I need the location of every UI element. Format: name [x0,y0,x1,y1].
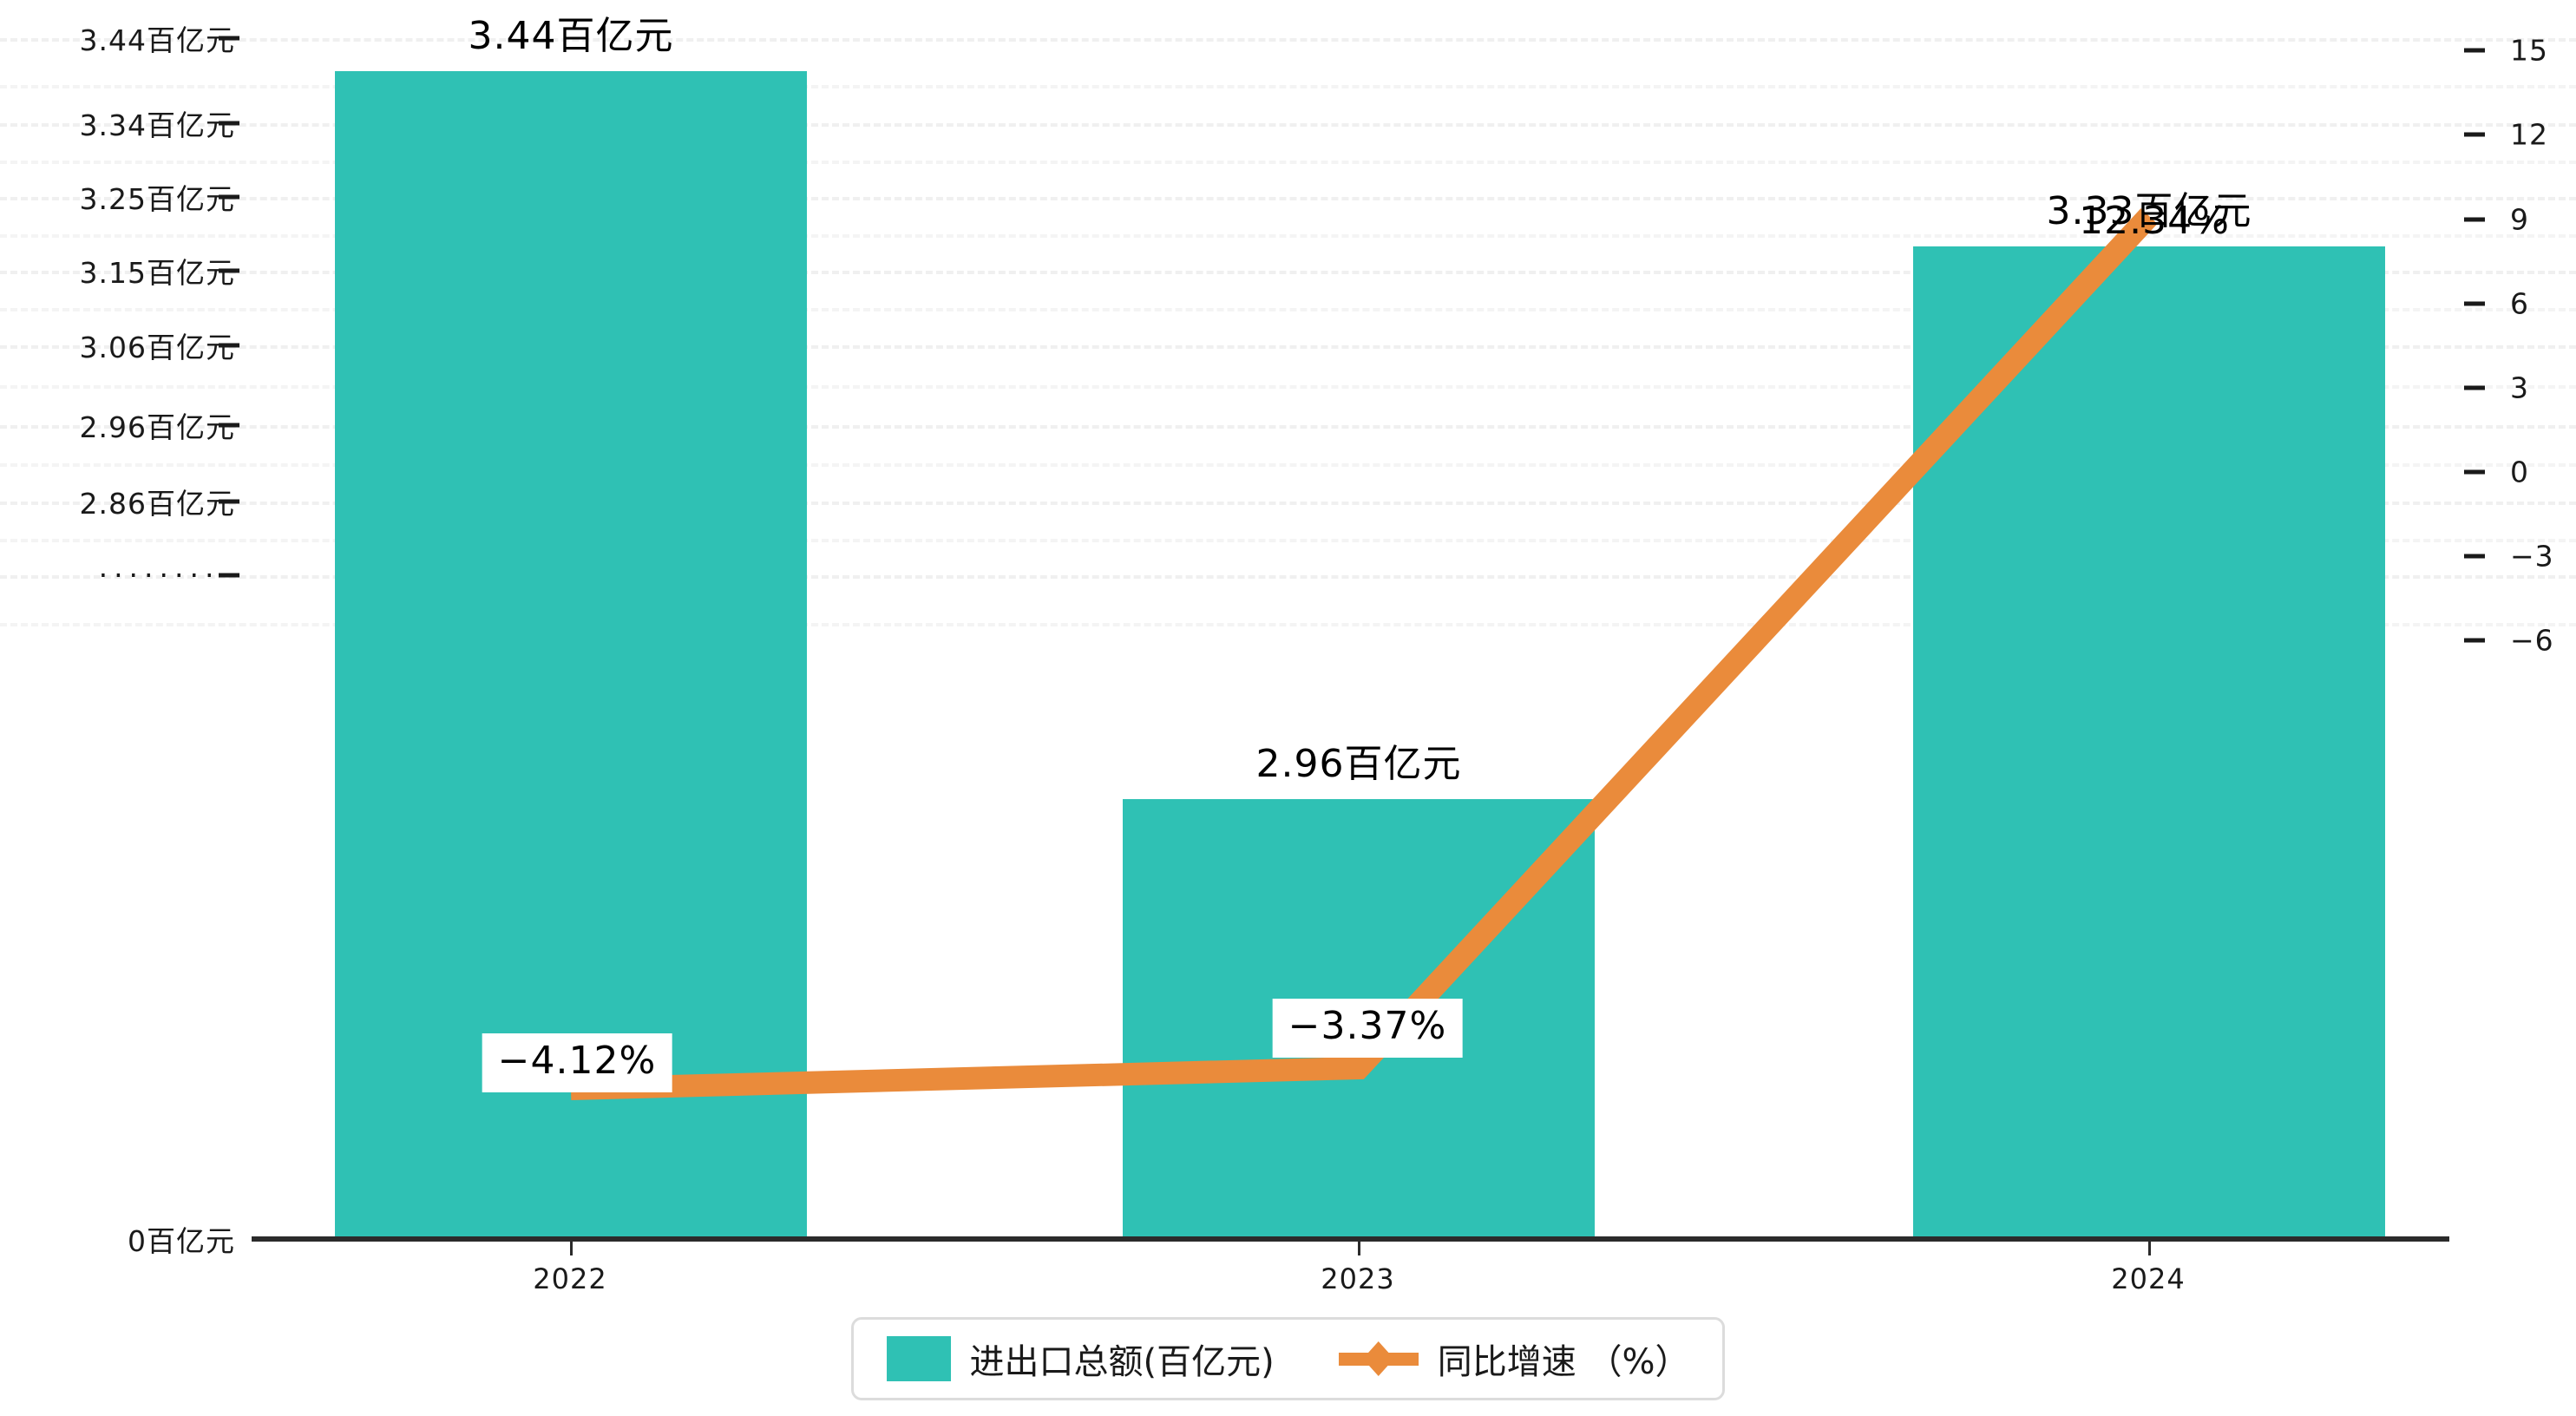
left-y-axis-label-4: 3.06百亿元 [79,331,235,364]
gridline [0,123,2576,127]
bar-2024[interactable] [1913,246,2385,1237]
right-y-tick [2464,638,2485,643]
left-y-tick [219,343,239,348]
gridline [0,197,2576,200]
line-value-2024: 12.34% [2079,199,2230,243]
right-y-tick [2464,48,2485,53]
line-value-2023: −3.37% [1272,999,1463,1058]
right-y-axis-label-3: 6 [2510,286,2529,321]
legend-label-bar: 进出口总额(百亿元) [969,1342,1275,1382]
legend-line-diamond-icon [1338,1336,1419,1381]
left-y-axis-label-0: 3.44百亿元 [79,23,235,57]
right-y-axis-label-2: 9 [2510,202,2529,237]
gridline-minor [0,85,2576,88]
right-y-tick [2464,385,2485,390]
right-y-tick [2464,469,2485,475]
right-y-tick [2464,217,2485,222]
x-axis-line [252,1236,2449,1242]
left-y-tick [219,573,239,578]
left-y-tick [219,423,239,428]
left-y-axis-label-5: 2.96百亿元 [79,410,235,444]
x-tick-2022 [570,1242,573,1255]
x-tick-2024 [2148,1242,2151,1255]
left-y-axis-label-2: 3.25百亿元 [79,182,235,216]
chart-legend: 进出口总额(百亿元) 同比增速 （%） [850,1317,1726,1400]
legend-square-icon [886,1336,951,1381]
bar-value-2022: 3.44百亿元 [468,14,674,58]
gridline [0,38,2576,42]
left-y-axis-label-3: 3.15百亿元 [79,256,235,290]
right-y-axis-label-6: −3 [2510,539,2554,574]
legend-label-line: 同比增速 （%） [1437,1342,1690,1382]
right-y-tick [2464,301,2485,306]
x-axis-label-2024: 2024 [2111,1262,2186,1295]
bar-value-2023: 2.96百亿元 [1255,742,1462,786]
right-y-tick [2464,554,2485,559]
right-y-axis-label-0: 15 [2510,33,2548,68]
right-y-axis-label-1: 12 [2510,117,2548,152]
bar-value-2024: 3.33百亿元 [2046,189,2252,233]
x-axis-label-2022: 2022 [533,1262,607,1295]
left-y-tick [219,36,239,41]
left-y-axis-label-6: 2.86百亿元 [79,487,235,521]
left-y-axis-label-1: 3.34百亿元 [79,108,235,142]
left-y-axis-label-8: 0百亿元 [128,1224,235,1258]
left-y-axis-label-7: ········· [98,558,235,593]
left-y-tick [219,121,239,126]
legend-item-bar[interactable]: 进出口总额(百亿元) [886,1334,1275,1384]
left-y-tick [219,499,239,504]
x-tick-2023 [1358,1242,1360,1255]
x-axis-label-2023: 2023 [1321,1262,1395,1295]
left-y-tick [219,268,239,273]
gridline-minor [0,161,2576,164]
right-y-axis-label-7: −6 [2510,623,2554,658]
legend-item-line[interactable]: 同比增速 （%） [1338,1334,1690,1384]
left-y-tick [219,194,239,200]
right-y-axis-label-4: 3 [2510,370,2529,405]
line-value-2022: −4.12% [482,1033,672,1092]
right-y-tick [2464,132,2485,137]
right-y-axis-label-5: 0 [2510,455,2529,489]
